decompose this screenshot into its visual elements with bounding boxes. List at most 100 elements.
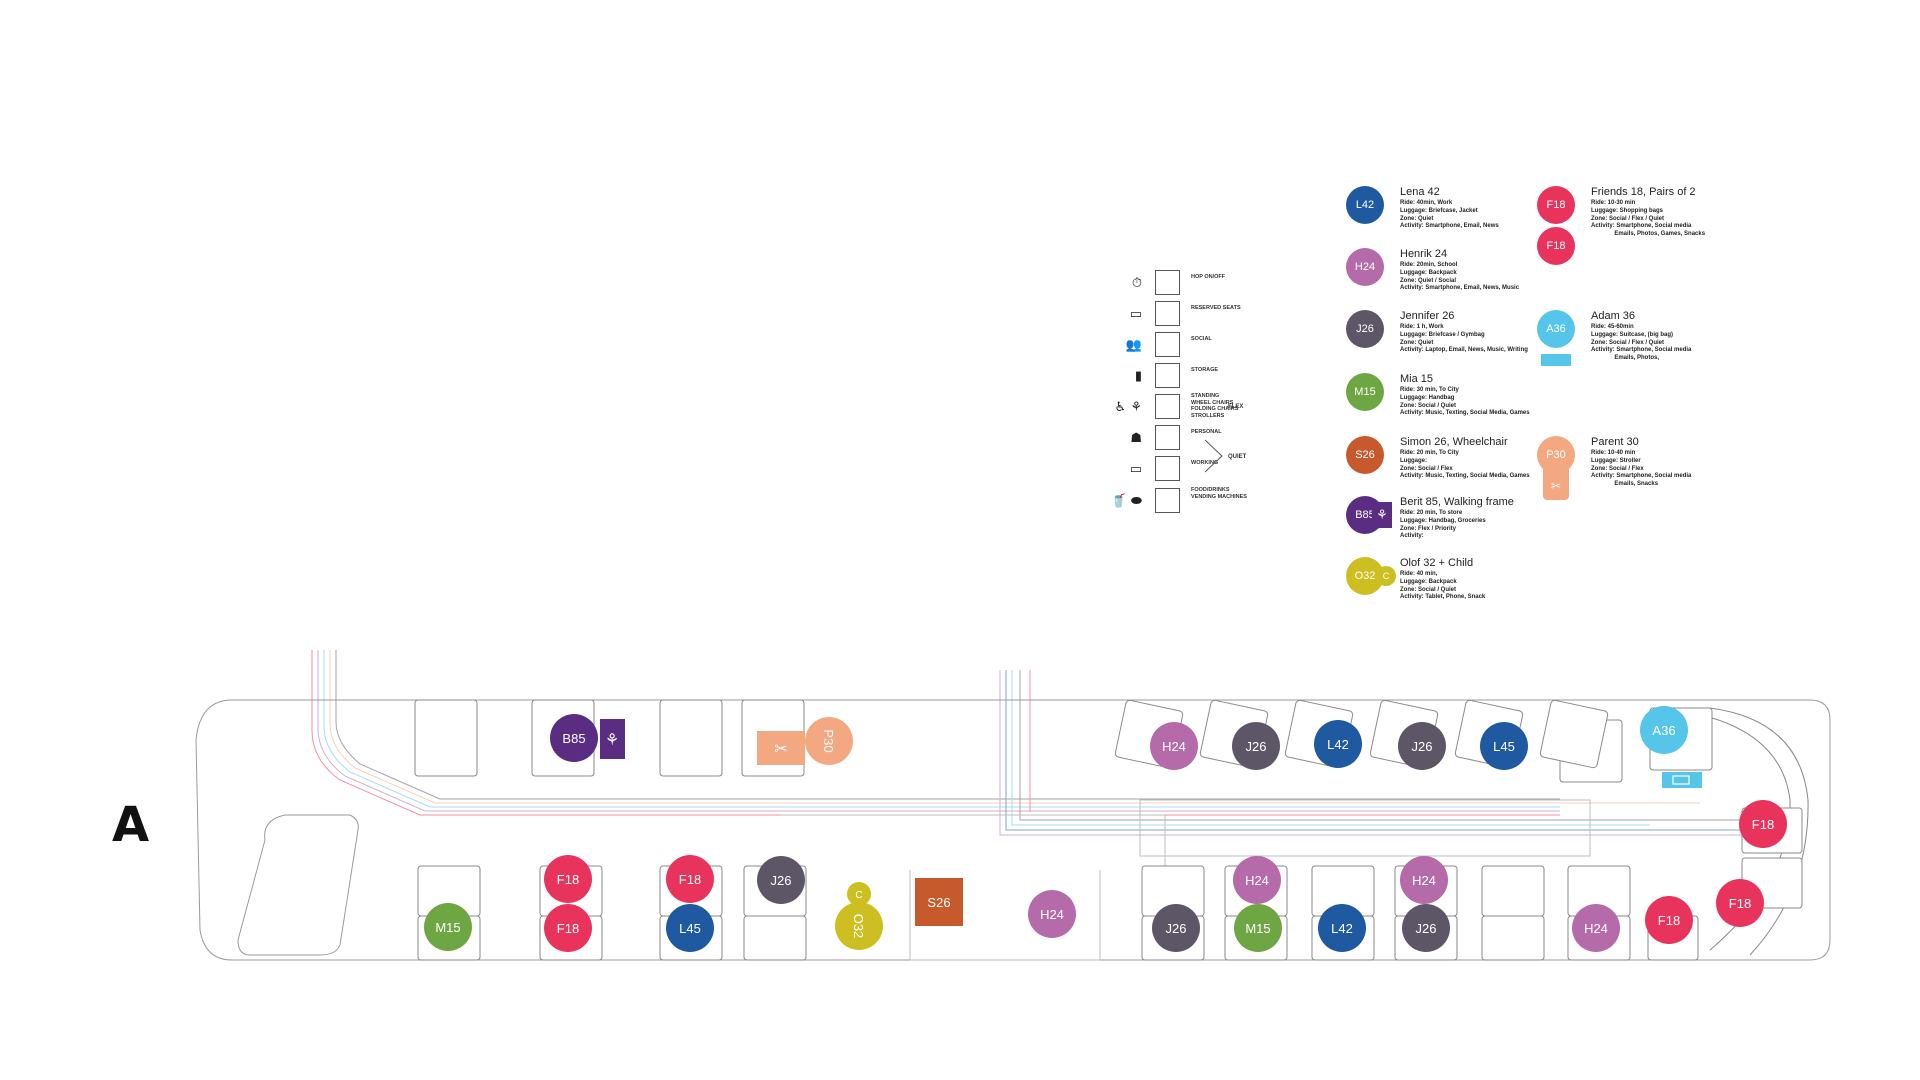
marker-label: J26 <box>771 873 792 888</box>
persona-marker: L45 <box>666 904 714 952</box>
marker-label: O32 <box>851 914 866 939</box>
marker-shape <box>1150 722 1198 770</box>
zone-label: WORKING <box>1191 460 1219 466</box>
zone-icon: ▭ <box>1129 462 1142 477</box>
zone-row: ▭ RESERVED SEATS <box>1080 301 1270 331</box>
marker-label: H24 <box>1162 739 1186 754</box>
zone-row: ▮ STORAGE <box>1080 363 1270 393</box>
marker-shape <box>544 855 592 903</box>
marker-label: A36 <box>1652 723 1675 738</box>
suitcase-icon <box>1662 772 1702 788</box>
persona-details: Ride: 20 min, To store Luggage: Handbag,… <box>1400 510 1486 540</box>
marker-shape <box>550 714 598 762</box>
marker-label: J26 <box>1412 739 1433 754</box>
marker-label: J26 <box>1246 739 1267 754</box>
zone-swatch <box>1155 394 1180 419</box>
marker-shape <box>1234 904 1282 952</box>
child-marker-label: C <box>855 890 862 901</box>
marker-shape <box>1716 879 1764 927</box>
zone-swatch <box>1155 456 1180 481</box>
route-lines <box>311 650 1800 836</box>
persona-markers: B85 P30 H24 J26 L42 J26 L45 A36 F18 F18 M15 F18 F18 F… <box>424 706 1787 952</box>
zone-row: ⏱ HOP ON/OFF <box>1080 270 1270 300</box>
marker-shape <box>1232 722 1280 770</box>
zone-row: 🥤 ⬬ FOOD/DRINKS VENDING MACHINES <box>1080 487 1270 518</box>
marker-label: J26 <box>1416 921 1437 936</box>
marker-label: F18 <box>557 921 579 936</box>
marker-label: M15 <box>1245 921 1270 936</box>
marker-shape <box>1318 904 1366 952</box>
suitcase-icon <box>1541 354 1571 366</box>
marker-shape <box>805 717 853 765</box>
persona-marker: M15 <box>424 903 472 951</box>
persona-details: Ride: 40 min, Luggage: Backpack Zone: So… <box>1400 571 1486 601</box>
persona-badge: F18 <box>1537 227 1575 265</box>
zone-icon: ▮ <box>1134 369 1142 384</box>
persona-marker: L45 <box>1480 722 1528 770</box>
quiet-label: QUIET <box>1228 454 1247 460</box>
zone-row: ☗ PERSONAL <box>1080 425 1270 455</box>
marker-shape <box>1572 904 1620 952</box>
marker-shape <box>757 856 805 904</box>
walking-frame-icon <box>600 719 625 759</box>
persona-marker: H24 <box>1572 904 1620 952</box>
persona-details: Ride: 45-60min Luggage: Suitcase, (big b… <box>1591 324 1692 362</box>
zone-icon: ⏱ <box>1131 276 1142 291</box>
zone-label: SOCIAL <box>1191 336 1212 342</box>
marker-label: L45 <box>1493 739 1515 754</box>
walking-frame-glyph: ⚘ <box>605 732 619 749</box>
zone-label: RESERVED SEATS <box>1191 305 1241 311</box>
marker-label: H24 <box>1412 873 1436 888</box>
seat <box>659 699 723 777</box>
marker-shape <box>915 878 963 926</box>
persona-name: Jennifer 26 <box>1400 310 1455 322</box>
persona-name: Mia 15 <box>1400 373 1434 385</box>
marker-label: F18 <box>679 872 701 887</box>
marker-shape <box>544 904 592 952</box>
marker-shape <box>1314 720 1362 768</box>
marker-label: B85 <box>562 731 585 746</box>
marker-label: H24 <box>1245 873 1269 888</box>
zone-label: PERSONAL <box>1191 429 1222 435</box>
marker-label: F18 <box>1729 896 1751 911</box>
persona-marker: J26 <box>757 856 805 904</box>
zone-icon: ♿ ⚘ <box>1114 400 1142 415</box>
persona-badge: J26 <box>1346 310 1384 348</box>
zone-row: ▭ WORKING <box>1080 456 1270 486</box>
zone-row: ♿ ⚘ STANDING WHEEL CHAIRS FOLDING CHAIRS … <box>1080 393 1270 424</box>
persona-marker: L42 <box>1314 720 1362 768</box>
seat <box>414 699 478 777</box>
zone-row: 👥 SOCIAL <box>1080 332 1270 362</box>
zone-swatch <box>1155 301 1180 326</box>
persona-details: Ride: 10-30 min Luggage: Shopping bags Z… <box>1591 200 1706 238</box>
marker-label: H24 <box>1040 907 1064 922</box>
persona-marker: S26 <box>915 878 963 926</box>
marker-shape <box>424 903 472 951</box>
persona-badge: S26 <box>1346 436 1384 474</box>
persona-badge: F18 <box>1537 186 1575 224</box>
marker-shape <box>1233 856 1281 904</box>
marker-shape <box>1028 890 1076 938</box>
stroller-glyph: ✂ <box>774 741 787 758</box>
flex-label: FLEX <box>1228 404 1243 410</box>
persona-name: Berit 85, Walking frame <box>1400 496 1514 508</box>
zone-label: FOOD/DRINKS VENDING MACHINES <box>1191 487 1247 500</box>
persona-name: Simon 26, Wheelchair <box>1400 436 1508 448</box>
persona-marker: H24 <box>1150 722 1198 770</box>
marker-shape <box>1402 904 1450 952</box>
persona-marker: F18 <box>544 904 592 952</box>
persona-marker: P30 <box>805 717 853 765</box>
persona-name: Parent 30 <box>1591 436 1639 448</box>
marker-label: L45 <box>679 921 701 936</box>
persona-marker: F18 <box>666 855 714 903</box>
marker-label: M15 <box>435 920 460 935</box>
zone-swatch <box>1155 270 1180 295</box>
child-badge: C <box>1376 566 1396 586</box>
zone-icon: 🥤 ⬬ <box>1110 494 1142 509</box>
marker-label: L42 <box>1331 921 1353 936</box>
marker-shape <box>1640 706 1688 754</box>
persona-marker: A36 <box>1640 706 1688 754</box>
marker-label: P30 <box>821 729 836 752</box>
